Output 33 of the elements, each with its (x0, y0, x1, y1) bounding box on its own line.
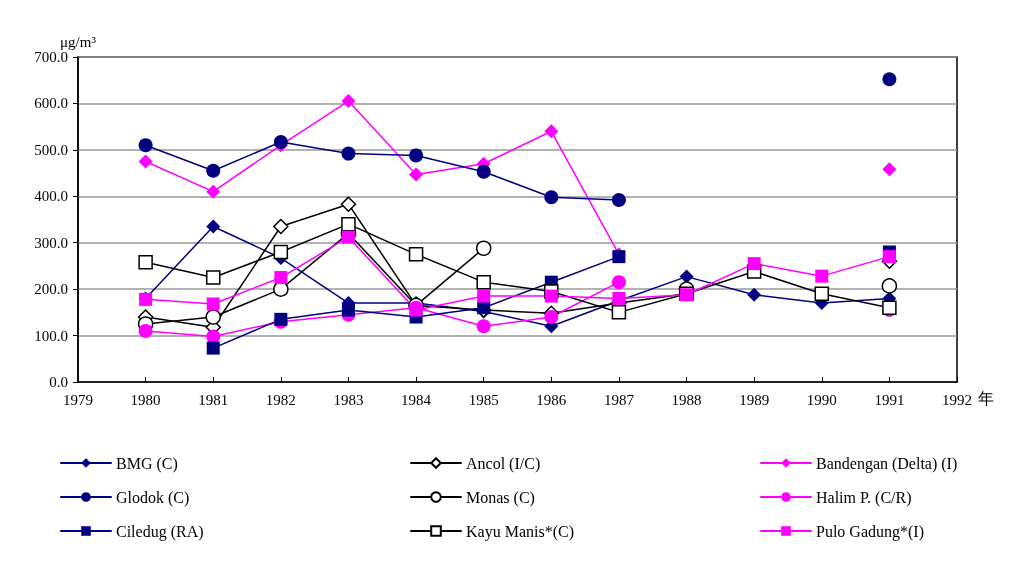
y-tick-label: 300.0 (34, 234, 68, 251)
x-tick-label: 1980 (130, 391, 161, 408)
legend-label: Bandengan (Delta) (I) (816, 454, 958, 473)
y-axis-title: μg/m³ (60, 33, 97, 50)
x-tick-label: 1990 (806, 391, 837, 408)
x-tick-label: 1982 (265, 391, 296, 408)
y-tick-label: 500.0 (34, 141, 68, 158)
legend-label: Ancol (I/C) (466, 454, 541, 473)
y-tick-label: 600.0 (34, 95, 68, 112)
y-tick-label: 100.0 (34, 327, 68, 344)
x-tick-label: 1983 (333, 391, 364, 408)
y-tick-label: 200.0 (34, 281, 68, 298)
x-tick-label: 1981 (198, 391, 229, 408)
x-tick-label: 1986 (536, 391, 567, 408)
y-tick-label: 700.0 (34, 49, 68, 65)
x-tick-label: 1979 (63, 391, 93, 408)
legend-label: Ciledug (RA) (116, 522, 204, 541)
x-tick-label: 1984 (401, 391, 432, 408)
legend-label: Glodok (C) (116, 488, 190, 507)
x-tick-label: 1988 (671, 391, 702, 408)
x-tick-label: 1985 (468, 391, 499, 408)
y-tick-label: 0.0 (49, 374, 68, 390)
legend-label: BMG (C) (116, 454, 178, 473)
legend-label: Monas (C) (466, 488, 535, 507)
x-tick-label: 1987 (603, 391, 635, 408)
legend-label: Halim P. (C/R) (816, 488, 912, 507)
y-tick-label: 400.0 (34, 188, 68, 205)
x-tick-label: 1992 (942, 391, 972, 408)
legend-label: Kayu Manis*(C) (466, 522, 574, 541)
x-axis-title: 年 (977, 389, 994, 407)
x-tick-label: 1989 (739, 391, 770, 408)
x-tick-label: 1991 (874, 391, 905, 408)
legend-label: Pulo Gadung*(I) (816, 522, 924, 541)
